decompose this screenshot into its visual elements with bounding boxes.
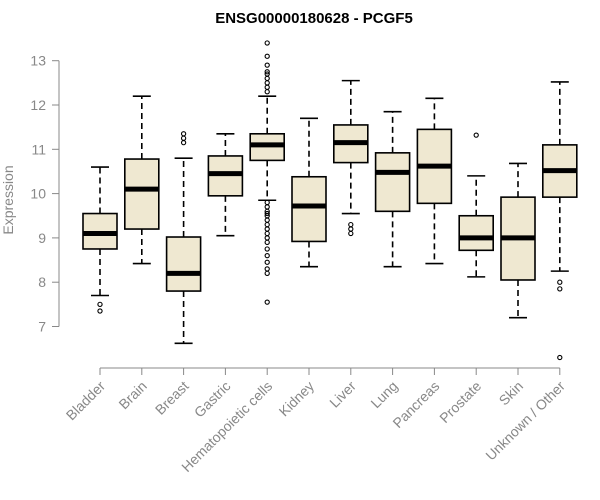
x-tick-label: Lung <box>367 378 400 411</box>
outlier-point <box>348 230 354 237</box>
y-axis-label: Expression <box>0 165 16 234</box>
outlier-point <box>264 89 270 95</box>
x-tick-label: Unknown / Other <box>482 378 568 464</box>
outlier-point <box>264 230 270 237</box>
y-tick-label: 12 <box>30 97 46 113</box>
iqr-box <box>124 158 160 230</box>
outlier-point <box>264 226 270 232</box>
outlier-point <box>264 221 270 228</box>
outlier-point <box>264 246 270 252</box>
outlier-point <box>264 266 270 272</box>
box-skin <box>500 162 536 319</box>
outlier-point <box>264 204 270 210</box>
outlier-point <box>264 53 270 59</box>
box-pancreas <box>416 97 453 265</box>
box-bladder <box>82 166 118 314</box>
y-tick-label: 9 <box>38 230 46 246</box>
outlier-point <box>473 132 479 138</box>
x-tick-label: Bladder <box>63 378 109 424</box>
box-liver <box>332 79 369 237</box>
iqr-box <box>458 214 495 252</box>
outlier-point <box>557 286 563 292</box>
x-tick-label: Breast <box>152 378 192 418</box>
box-kidney <box>291 117 327 268</box>
outlier-point <box>264 69 270 75</box>
chart-title: ENSG00000180628 - PCGF5 <box>215 10 413 27</box>
y-tick-label: 7 <box>38 319 46 335</box>
outlier-point <box>264 210 270 217</box>
y-tick-label: 8 <box>38 274 46 290</box>
outlier-point <box>264 84 270 90</box>
y-axis: 7 8 9 10 11 12 13 <box>30 53 60 335</box>
box-unknown-other <box>541 81 578 361</box>
outlier-point <box>264 199 270 206</box>
outlier-point <box>264 239 270 245</box>
outlier-point <box>557 279 563 285</box>
x-tick-label: Brain <box>115 378 149 412</box>
outlier-point <box>264 62 270 68</box>
box-brain <box>124 95 160 265</box>
box-lung <box>374 110 411 268</box>
box-prostate <box>458 132 495 278</box>
outlier-point <box>180 131 187 137</box>
outlier-point <box>264 40 270 46</box>
x-tick-label: Skin <box>496 378 527 409</box>
x-tick-label: Prostate <box>436 378 484 426</box>
outlier-point <box>264 270 270 276</box>
y-tick-label: 11 <box>31 141 46 157</box>
outlier-point <box>264 259 270 265</box>
outlier-point <box>264 235 270 241</box>
iqr-box <box>374 152 411 213</box>
boxes-group <box>82 40 578 361</box>
outlier-point <box>180 140 187 146</box>
outlier-point <box>97 301 103 307</box>
outlier-point <box>348 226 354 232</box>
iqr-box <box>291 175 327 243</box>
outlier-point <box>264 80 270 86</box>
x-tick-label: Kidney <box>276 378 318 420</box>
box-hematopoietic-cells <box>249 40 285 305</box>
y-tick-label: 13 <box>30 53 46 69</box>
outlier-point <box>264 71 270 77</box>
iqr-box <box>165 236 202 292</box>
outlier-point <box>264 252 270 259</box>
outlier-point <box>97 308 103 314</box>
outlier-point <box>557 354 563 361</box>
outlier-point <box>348 221 354 228</box>
outlier-point <box>264 299 270 305</box>
box-gastric <box>207 132 244 237</box>
outlier-point <box>180 135 187 141</box>
x-tick-label: Liver <box>326 378 359 411</box>
y-tick-label: 10 <box>30 186 46 202</box>
outlier-point <box>264 75 270 82</box>
box-breast <box>165 131 202 345</box>
outlier-point <box>264 217 270 223</box>
